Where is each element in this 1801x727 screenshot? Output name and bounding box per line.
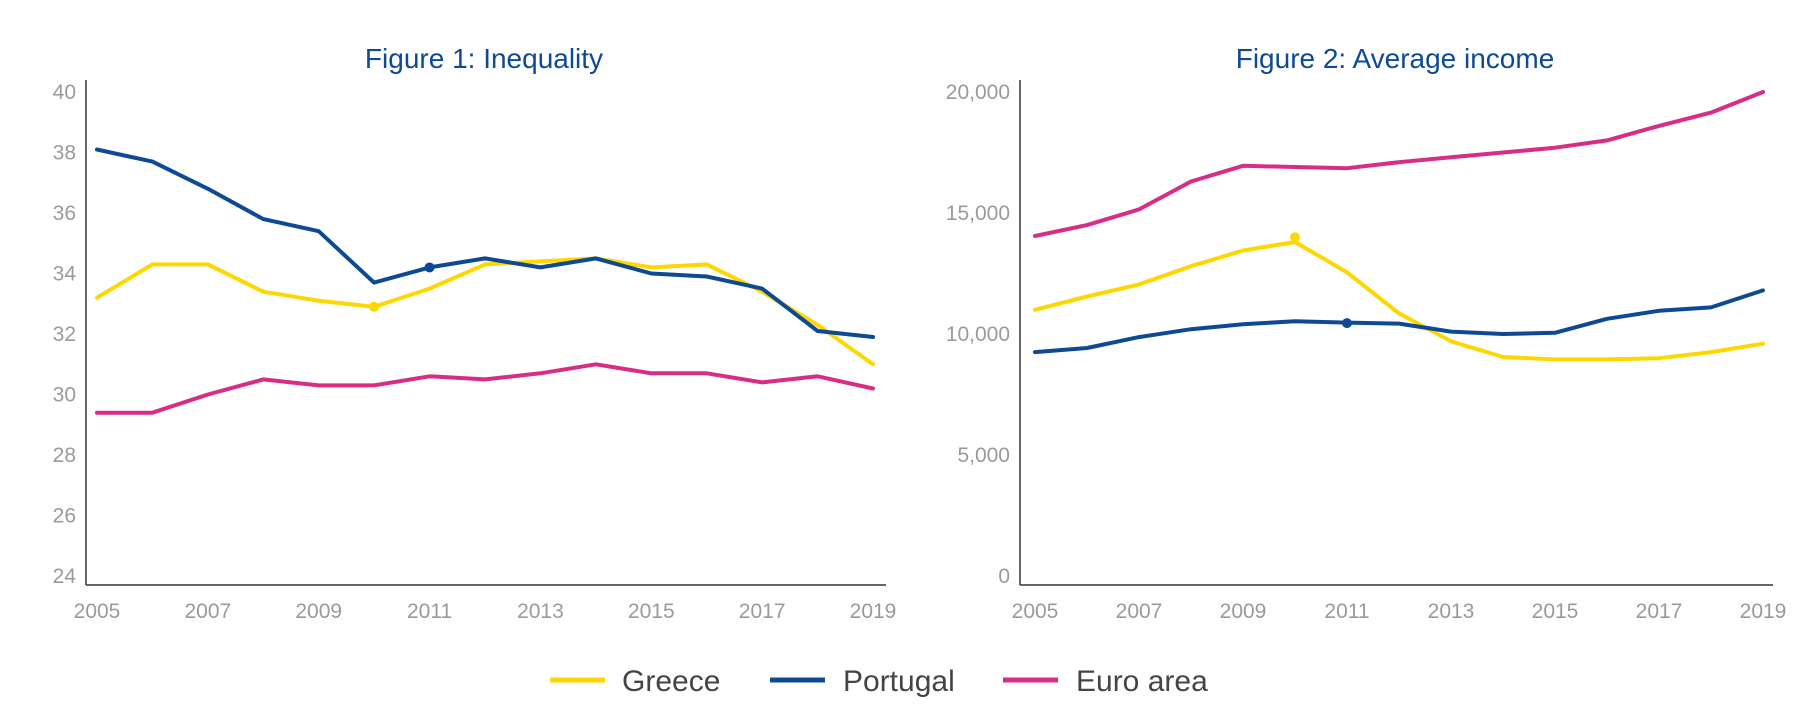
x-tick-labels: 2005 2007 2009 2011 2013 2015 2017 2019 <box>74 600 897 623</box>
x-tick-label: 2015 <box>1532 600 1579 623</box>
x-tick-label: 2007 <box>1116 600 1163 623</box>
y-tick-labels: 20,000 15,000 10,000 5,000 0 <box>946 81 1010 588</box>
x-tick-label: 2005 <box>74 600 121 623</box>
chart-title: Figure 2: Average income <box>1236 43 1555 74</box>
x-tick-label: 2011 <box>407 600 452 623</box>
legend: Greece Portugal Euro area <box>550 665 1208 698</box>
legend-item-euro-area: Euro area <box>1003 665 1208 698</box>
legend-item-greece: Greece <box>550 665 720 698</box>
series-lines <box>1033 90 1765 362</box>
legend-item-portugal: Portugal <box>770 665 955 698</box>
y-tick-label: 34 <box>53 263 77 286</box>
y-tick-label: 28 <box>53 444 76 467</box>
series-line-greece <box>95 256 875 367</box>
marker-point-portugal <box>1342 318 1352 329</box>
series-line-greece <box>1033 240 1765 362</box>
x-tick-label: 2019 <box>850 600 897 623</box>
average-income-chart: Figure 2: Average income 20,000 15,000 10,… <box>946 43 1787 623</box>
y-tick-label: 20,000 <box>946 81 1010 104</box>
marker-point-portugal <box>424 262 435 273</box>
y-tick-label: 40 <box>53 81 76 104</box>
y-tick-label: 0 <box>998 565 1010 588</box>
series-line-portugal <box>1033 288 1765 355</box>
chart-title: Figure 1: Inequality <box>365 43 603 74</box>
marker-point-greece <box>369 301 380 312</box>
x-tick-label: 2017 <box>1636 600 1683 623</box>
x-tick-label: 2011 <box>1324 600 1369 623</box>
series-line-euro-area <box>95 362 875 415</box>
x-tick-label: 2013 <box>1428 600 1475 623</box>
y-tick-label: 5,000 <box>957 444 1010 467</box>
series-line-euro-area <box>1033 90 1765 238</box>
x-tick-label: 2013 <box>517 600 564 623</box>
y-tick-label: 30 <box>53 384 76 407</box>
x-tick-label: 2007 <box>184 600 231 623</box>
legend-label-euro-area: Euro area <box>1076 665 1208 698</box>
y-tick-label: 15,000 <box>946 202 1010 225</box>
marker-point-greece <box>1290 232 1300 243</box>
y-tick-label: 10,000 <box>946 323 1010 346</box>
x-tick-labels: 2005 2007 2009 2011 2013 2015 2017 2019 <box>1012 600 1787 623</box>
y-tick-label: 38 <box>53 142 76 165</box>
y-tick-label: 36 <box>53 202 76 225</box>
x-tick-label: 2019 <box>1740 600 1787 623</box>
x-tick-label: 2017 <box>739 600 786 623</box>
y-tick-label: 24 <box>53 565 77 588</box>
legend-label-portugal: Portugal <box>843 665 955 698</box>
y-tick-label: 32 <box>53 323 76 346</box>
x-tick-label: 2015 <box>628 600 675 623</box>
x-tick-label: 2009 <box>1220 600 1267 623</box>
x-tick-label: 2005 <box>1012 600 1059 623</box>
y-tick-labels: 40 38 36 34 32 30 28 26 24 <box>53 81 77 588</box>
legend-label-greece: Greece <box>622 665 720 698</box>
x-tick-label: 2009 <box>295 600 342 623</box>
inequality-chart: Figure 1: Inequality 403836343230282624 … <box>53 43 897 623</box>
series-lines <box>95 147 875 415</box>
series-line-portugal <box>95 147 875 339</box>
y-tick-label: 26 <box>53 505 76 528</box>
